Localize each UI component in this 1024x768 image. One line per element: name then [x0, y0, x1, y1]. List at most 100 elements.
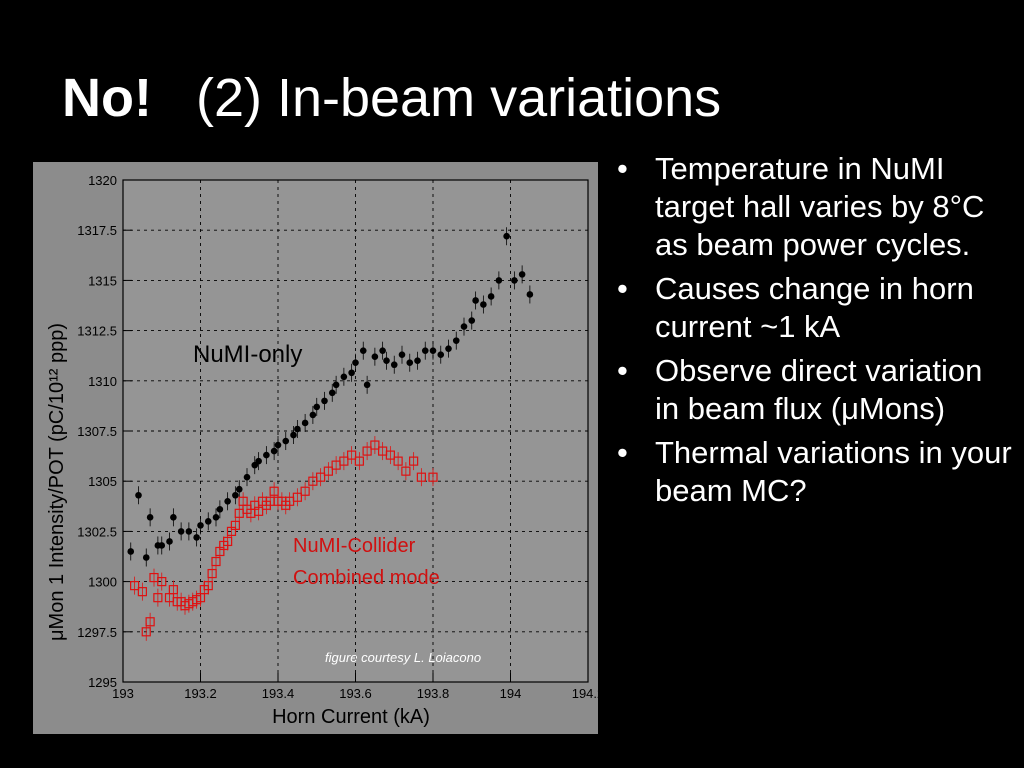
numi_only-point	[177, 528, 185, 535]
bullet-dot: •	[617, 435, 628, 470]
numi_only-point	[193, 534, 200, 541]
numi_only-point	[390, 361, 398, 369]
bullet-dot: •	[617, 151, 628, 186]
x-tick-label: 194	[500, 686, 522, 701]
collider-label-line2: Combined mode	[293, 567, 440, 589]
collider-point	[316, 472, 326, 482]
numi_only-point	[321, 397, 328, 405]
bullet-text: Observe direct variation in beam flux (μ…	[655, 353, 983, 426]
title-emphasis: No!	[62, 68, 152, 128]
numi_only-point	[142, 554, 150, 561]
collider-point	[130, 581, 140, 591]
collider-point	[292, 492, 302, 502]
numi_only-point	[445, 345, 452, 352]
collider-label-line1: NuMI-Collider	[293, 535, 416, 557]
numi_only-point	[255, 457, 262, 465]
x-tick-label: 194.2	[572, 686, 598, 701]
bullet-item: • Causes change in horn current ~1 kA	[617, 270, 1012, 346]
numi_only-point	[398, 351, 406, 358]
bullet-item: • Thermal variations in your beam MC?	[617, 434, 1012, 510]
y-tick-label: 1317.5	[77, 223, 117, 238]
collider-point	[385, 450, 395, 460]
numi_only-point	[294, 425, 301, 433]
collider-point	[428, 472, 438, 482]
collider-point	[157, 577, 167, 587]
collider-point	[362, 446, 372, 456]
figure-credit: figure courtesy L. Loiacono	[325, 650, 481, 665]
numi_only-point	[511, 277, 518, 284]
collider-point	[223, 536, 233, 547]
collider-point	[254, 506, 264, 516]
collider-point	[393, 456, 403, 466]
numi_only-point	[166, 538, 173, 545]
collider-point	[300, 486, 310, 496]
numi_only-point	[212, 514, 220, 521]
numi_only-point	[421, 347, 429, 354]
numi_only-point	[263, 451, 270, 459]
collider-point	[153, 593, 163, 603]
numi_only-point	[290, 431, 297, 439]
numi_only-point	[460, 323, 468, 330]
bullet-list: • Temperature in NuMI target hall varies …	[617, 150, 1012, 516]
slide-title: No! (2) In-beam variations	[62, 66, 721, 130]
numi_only-point	[452, 337, 460, 344]
numi_only-point	[135, 491, 142, 499]
numi_only-point	[328, 389, 336, 397]
numi_only-point	[371, 353, 379, 361]
numi_only-point	[197, 522, 204, 529]
numi_only-point	[340, 373, 348, 381]
numi_only-point	[526, 291, 534, 298]
collider-point	[145, 617, 155, 627]
x-tick-label: 193.4	[262, 686, 295, 701]
numi_only-point	[503, 232, 510, 240]
collider-point	[323, 466, 333, 476]
y-tick-label: 1297.5	[77, 625, 117, 640]
numi_only-point	[383, 357, 390, 365]
numi_only-point	[185, 528, 193, 535]
collider-point	[370, 440, 380, 450]
numi_only-point	[495, 277, 503, 284]
numi_only-point	[224, 497, 231, 505]
numi_only-point	[480, 301, 487, 308]
y-tick-label: 1315	[88, 273, 117, 288]
x-tick-label: 193.8	[417, 686, 450, 701]
collider-point	[168, 585, 178, 595]
collider-point	[409, 456, 419, 466]
bullet-text: Thermal variations in your beam MC?	[655, 435, 1012, 508]
bullet-dot: •	[617, 353, 628, 388]
bullet-text: Temperature in NuMI target hall varies b…	[655, 151, 985, 262]
collider-point	[269, 486, 279, 496]
numi_only-point	[518, 271, 526, 278]
numi_only-point	[363, 381, 371, 389]
numi_only-point	[487, 293, 495, 300]
numi_only-point	[274, 441, 282, 449]
numi_only-point	[146, 514, 154, 521]
y-tick-label: 1305	[88, 474, 117, 489]
collider-point	[207, 568, 217, 579]
y-tick-label: 1307.5	[77, 424, 117, 439]
bullet-item: • Observe direct variation in beam flux (…	[617, 352, 1012, 428]
numi_only-point	[243, 473, 251, 481]
numi_only-point	[170, 514, 177, 521]
numi_only-point	[282, 437, 290, 445]
numi_only-point	[429, 347, 437, 354]
y-tick-label: 1312.5	[77, 324, 117, 339]
bullet-text: Causes change in horn current ~1 kA	[655, 271, 974, 344]
title-text: (2) In-beam variations	[195, 68, 722, 128]
y-tick-label: 1310	[88, 374, 117, 389]
numi_only-point	[301, 419, 309, 427]
bullet-item: • Temperature in NuMI target hall varies …	[617, 150, 1012, 264]
numi_only-point	[414, 357, 421, 365]
numi_only-point	[359, 347, 367, 354]
numi_only-point	[204, 518, 212, 525]
numi_only-point	[468, 317, 476, 324]
numi_only-point	[437, 351, 445, 358]
collider-point	[211, 556, 221, 567]
numi_only-point	[270, 447, 278, 455]
numi_only-point	[472, 297, 479, 304]
bullet-dot: •	[617, 271, 628, 306]
y-tick-label: 1302.5	[77, 524, 117, 539]
numi_only-point	[235, 485, 243, 493]
numi_only-point	[406, 359, 414, 367]
numi_only-point	[352, 359, 359, 367]
